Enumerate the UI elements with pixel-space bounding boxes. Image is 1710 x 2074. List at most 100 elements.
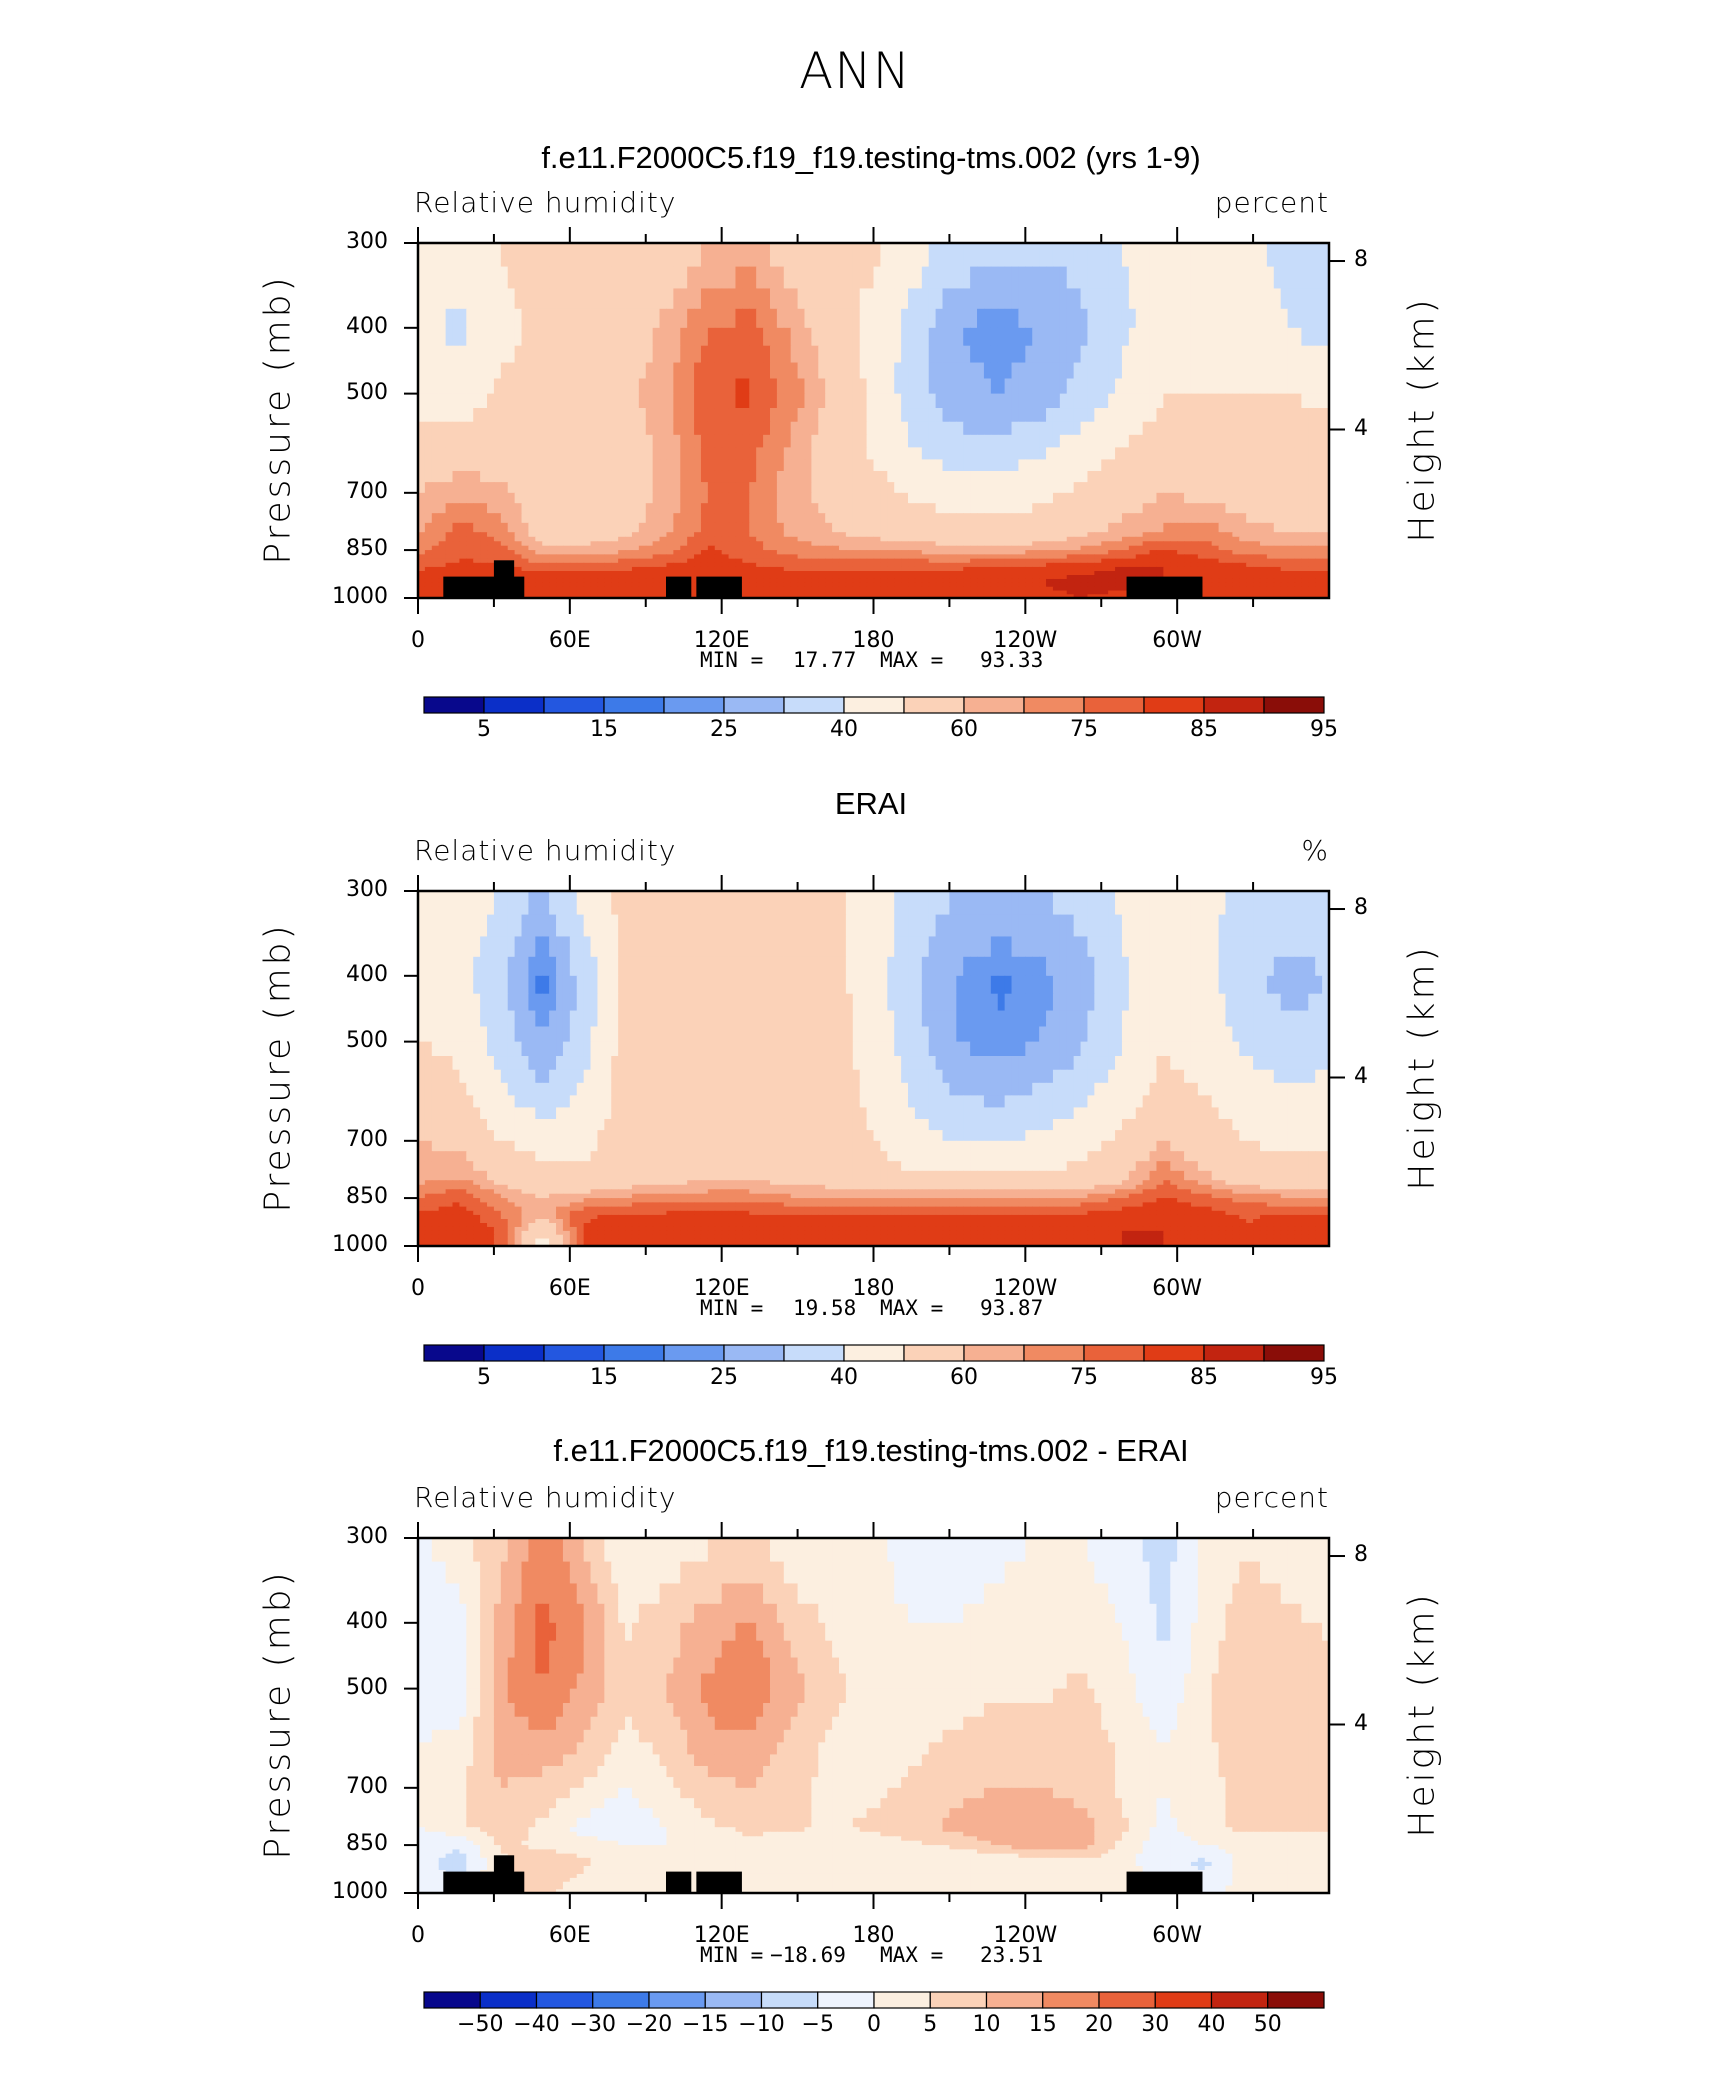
field-cell [769, 575, 778, 580]
field-cell [1218, 308, 1227, 329]
field-cell [1308, 513, 1316, 524]
field-cell [783, 308, 792, 329]
field-cell [583, 447, 592, 461]
field-cell [452, 492, 461, 504]
field-cell [542, 288, 550, 310]
field-cell [901, 327, 909, 347]
field-cell [921, 566, 930, 572]
field-cell [887, 558, 895, 564]
field-cell [1115, 582, 1123, 588]
field-cell [963, 536, 971, 542]
field-cell [1108, 566, 1116, 572]
field-cell [921, 541, 930, 547]
field-cell [728, 266, 737, 290]
field-cell [1266, 891, 1275, 916]
field-cell [1073, 891, 1082, 916]
field-cell [1218, 421, 1227, 436]
field-cell [638, 503, 647, 514]
field-cell [963, 566, 971, 572]
field-cell [562, 545, 571, 551]
field-cell [1253, 594, 1261, 599]
field-cell [466, 562, 474, 568]
field-cell [1184, 470, 1192, 483]
field-cell [424, 408, 433, 423]
field-cell [487, 492, 495, 504]
field-cell [1287, 541, 1296, 547]
field-cell [1211, 571, 1220, 576]
field-cell [535, 545, 543, 551]
field-cell [569, 558, 578, 564]
field-cell [977, 482, 985, 494]
field-cell [473, 522, 481, 533]
field-cell [776, 266, 785, 290]
field-cell [438, 550, 447, 555]
field-cell [949, 571, 957, 576]
field-cell [832, 550, 840, 555]
field-cell [942, 482, 951, 494]
field-cell [480, 470, 488, 483]
field-cell [652, 582, 661, 588]
field-cell [576, 558, 585, 564]
field-cell [1315, 447, 1323, 461]
field-cell [707, 532, 716, 538]
field-cell [556, 545, 564, 551]
field-cell [590, 590, 599, 595]
field-cell [597, 545, 605, 551]
field-cell [997, 266, 1006, 290]
field-cell [776, 566, 785, 572]
field-cell [659, 562, 668, 568]
field-cell [625, 447, 633, 461]
field-cell [756, 522, 764, 533]
field-cell [1142, 362, 1151, 380]
field-cell [424, 578, 433, 584]
field-cell [687, 503, 695, 514]
field-cell [956, 393, 964, 409]
field-cell [880, 408, 888, 423]
field-cell [466, 288, 474, 310]
field-cell [638, 393, 647, 409]
field-cell [659, 571, 668, 576]
field-cell [880, 571, 888, 576]
field-cell [797, 266, 806, 290]
field-cell [797, 571, 806, 576]
field-cell [1039, 421, 1047, 436]
field-cell [1315, 345, 1323, 364]
field-cell [562, 447, 571, 461]
field-cell [1287, 590, 1296, 595]
field-cell [908, 550, 916, 555]
field-cell [1066, 447, 1075, 461]
field-cell [1018, 447, 1026, 461]
field-cell [845, 378, 854, 395]
field-cell [845, 345, 854, 364]
field-cell [1259, 582, 1268, 588]
field-cell [694, 503, 702, 514]
field-cell [1101, 393, 1109, 409]
field-cell [618, 566, 626, 572]
field-cell [659, 421, 668, 436]
field-cell [480, 562, 488, 568]
field-cell [1087, 594, 1095, 599]
field-cell [928, 470, 937, 483]
field-cell [1204, 532, 1213, 538]
field-cell [908, 541, 916, 547]
field-cell [1253, 345, 1261, 364]
field-cell [707, 891, 716, 916]
field-cell [493, 308, 502, 329]
field-cell [645, 594, 654, 599]
field-cell [728, 532, 737, 538]
field-cell [769, 345, 778, 364]
field-cell [970, 578, 978, 584]
field-cell [1073, 470, 1082, 483]
field-cell [1066, 582, 1075, 588]
field-cell [983, 586, 992, 592]
field-cell [521, 243, 530, 268]
field-cell [1142, 459, 1151, 472]
field-cell [556, 582, 564, 588]
field-cell [997, 393, 1006, 409]
field-cell [673, 393, 681, 409]
field-cell [811, 522, 819, 533]
field-cell [431, 308, 440, 329]
field-cell [963, 482, 971, 494]
field-cell [790, 571, 799, 576]
field-cell [1025, 578, 1033, 584]
